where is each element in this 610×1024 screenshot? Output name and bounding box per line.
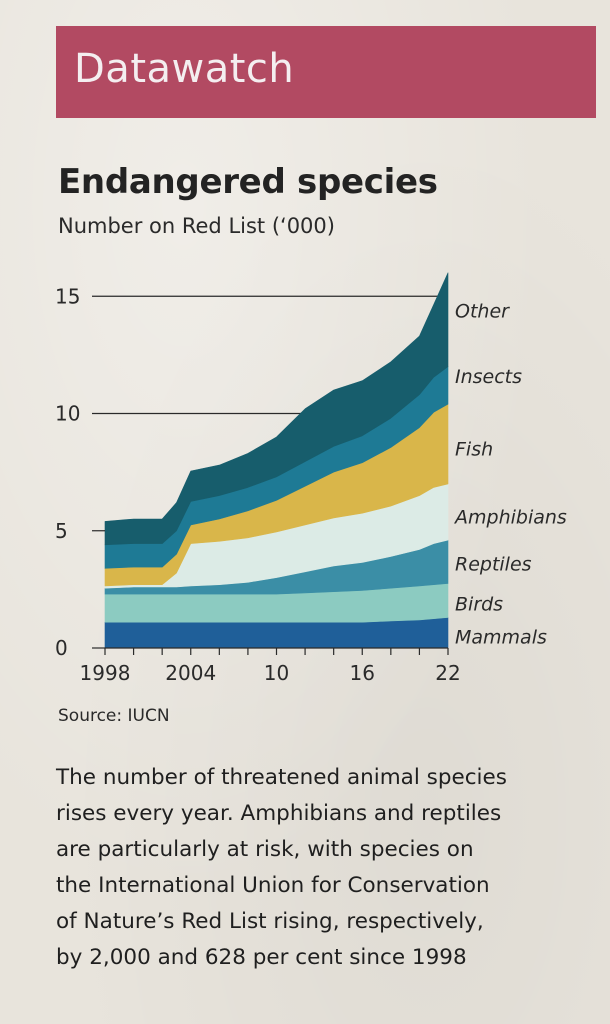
area-layers [104, 272, 449, 649]
y-tick-label: 0 [55, 636, 68, 660]
section-banner: Datawatch [56, 26, 596, 118]
series-label-mammals: Mammals [455, 626, 547, 648]
y-tick-labels: 0 5 10 15 [55, 284, 80, 660]
x-tick-label: 16 [350, 661, 375, 685]
chart-title: Endangered species [58, 162, 438, 202]
x-tick-label: 2004 [165, 661, 216, 685]
body-line: of Nature’s Red List rising, respectivel… [56, 909, 484, 934]
x-tick-label: 22 [435, 661, 460, 685]
stacked-area-chart: 0 5 10 15 1998 2004 10 16 22 Mammals Birds Reptil… [55, 272, 567, 685]
series-label-fish: Fish [455, 439, 493, 461]
section-title: Datawatch [74, 46, 295, 92]
series-label-other: Other [455, 300, 510, 322]
body-line: by 2,000 and 628 per cent since 1998 [56, 945, 467, 970]
x-tick-labels: 1998 2004 10 16 22 [80, 661, 461, 685]
body-line: rises every year. Amphibians and reptile… [56, 801, 502, 826]
axes [92, 530, 449, 655]
y-tick-label: 10 [55, 402, 80, 426]
x-tick-label: 10 [264, 661, 289, 685]
source-note: Source: IUCN [58, 706, 170, 726]
y-tick-label: 15 [55, 284, 80, 308]
x-tick-label: 1998 [80, 661, 131, 685]
series-label-birds: Birds [455, 593, 503, 615]
series-label-reptiles: Reptiles [455, 554, 532, 576]
area-other [104, 272, 449, 546]
series-labels: Mammals Birds Reptiles Amphibians Fish Insect… [453, 300, 567, 648]
body-line: The number of threatened animal species [56, 765, 507, 790]
series-label-amphibians: Amphibians [453, 507, 567, 529]
body-line: are particularly at risk, with species o… [56, 837, 474, 862]
chart-subtitle: Number on Red List (‘000) [58, 214, 335, 238]
y-tick-label: 5 [55, 519, 68, 543]
body-line: the International Union for Conservation [56, 873, 490, 898]
body-paragraph: The number of threatened animal species … [56, 760, 586, 976]
series-label-insects: Insects [455, 366, 522, 388]
